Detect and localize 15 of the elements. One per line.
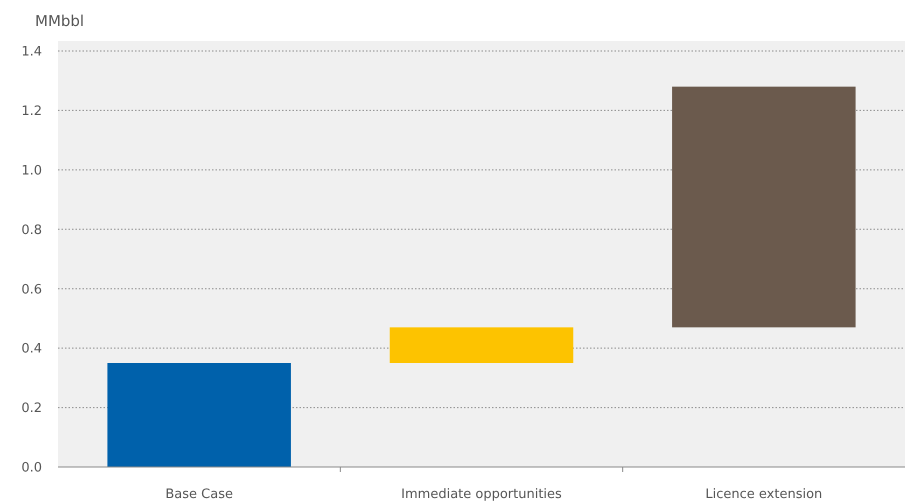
y-tick-label: 1.2 [21,104,42,119]
x-tick-label: Immediate opportunities [401,487,562,502]
bar [672,86,856,328]
bar [390,327,574,363]
y-tick-label: 0.0 [21,460,42,476]
y-tick-label: 0.6 [21,282,42,298]
y-tick-label: 1.0 [21,163,42,178]
y-tick-label: 0.4 [21,342,42,357]
x-tick-label: Base Case [165,487,233,502]
bar [107,363,291,467]
x-tick-label: Licence extension [705,487,822,502]
y-tick-label: 1.4 [21,44,42,60]
y-tick-label: 0.2 [21,401,42,416]
y-tick-label: 0.8 [21,222,42,238]
y-axis-title: MMbbl [35,12,84,30]
